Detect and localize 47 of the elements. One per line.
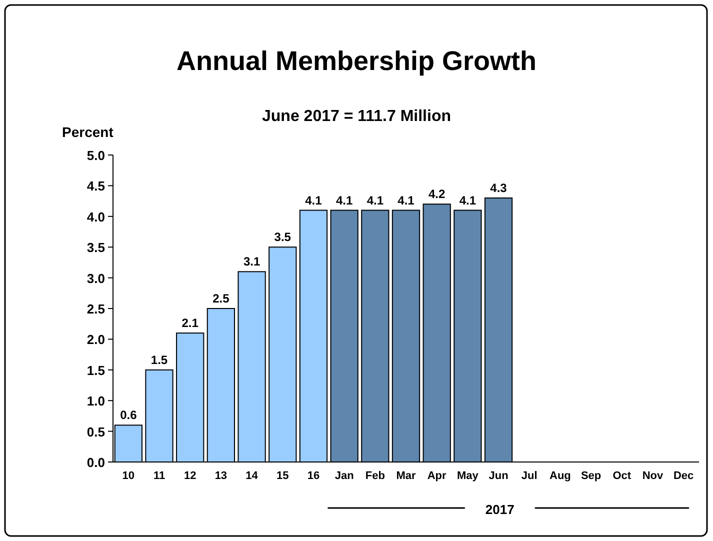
- y-tick-label: 4.0: [86, 209, 105, 224]
- x-tick-label: Dec: [673, 470, 694, 482]
- x-tick-label: 15: [276, 470, 289, 482]
- data-label: 2.5: [212, 292, 230, 306]
- y-tick-label: 3.5: [86, 240, 105, 256]
- data-label: 4.1: [336, 193, 353, 208]
- x-tick-label: Sep: [580, 470, 602, 482]
- data-label: 0.6: [120, 408, 138, 422]
- x-tick-label: 14: [246, 470, 259, 482]
- y-tick-label: 1.0: [86, 394, 105, 409]
- x-tick-label: Aug: [550, 470, 571, 482]
- y-tick-label: 5.0: [86, 148, 105, 163]
- x-tick-label: Feb: [365, 470, 386, 482]
- data-label: 3.1: [243, 254, 260, 269]
- x-tick-label: Jun: [488, 470, 509, 482]
- data-label: 4.1: [366, 193, 384, 208]
- chart-subtitle: June 2017 = 111.7 Million: [262, 108, 451, 125]
- x-tick-label: Jul: [521, 470, 538, 482]
- y-tick-label: 2.0: [86, 332, 105, 348]
- data-label: 4.3: [490, 180, 508, 195]
- data-label: 1.5: [150, 352, 168, 367]
- x-tick-label: 13: [214, 470, 228, 482]
- x-tick-label: Apr: [427, 470, 448, 482]
- y-tick-label: 1.5: [86, 362, 105, 378]
- y-tick-label: 3.0: [86, 270, 105, 286]
- y-tick-label: 0.5: [86, 424, 105, 440]
- data-label: 3.5: [274, 230, 292, 244]
- x-tick-label: Mar: [396, 470, 416, 482]
- x-tick-label: 16: [307, 470, 320, 482]
- data-label: 4.1: [305, 193, 322, 208]
- x-tick-label: May: [456, 470, 480, 482]
- text: 2017: [485, 502, 514, 517]
- x-tick-label: 11: [153, 470, 166, 482]
- data-label: 2.1: [182, 316, 199, 330]
- x-tick-label: Oct: [612, 470, 632, 482]
- x-tick-label: Jan: [334, 470, 354, 482]
- y-tick-label: 0.0: [86, 455, 105, 470]
- y-tick-label: 2.5: [86, 302, 105, 316]
- y-tick-label: 4.5: [86, 178, 105, 194]
- chart-title: Annual Membership Growth: [176, 46, 537, 76]
- data-label: 4.2: [428, 187, 446, 202]
- x-tick-label: Nov: [642, 470, 664, 482]
- data-label: 4.1: [459, 193, 476, 208]
- data-label: 4.1: [398, 193, 415, 208]
- x-tick-label: 10: [122, 470, 135, 482]
- y-axis-title: Percent: [62, 124, 114, 140]
- x-tick-label: 12: [184, 470, 196, 482]
